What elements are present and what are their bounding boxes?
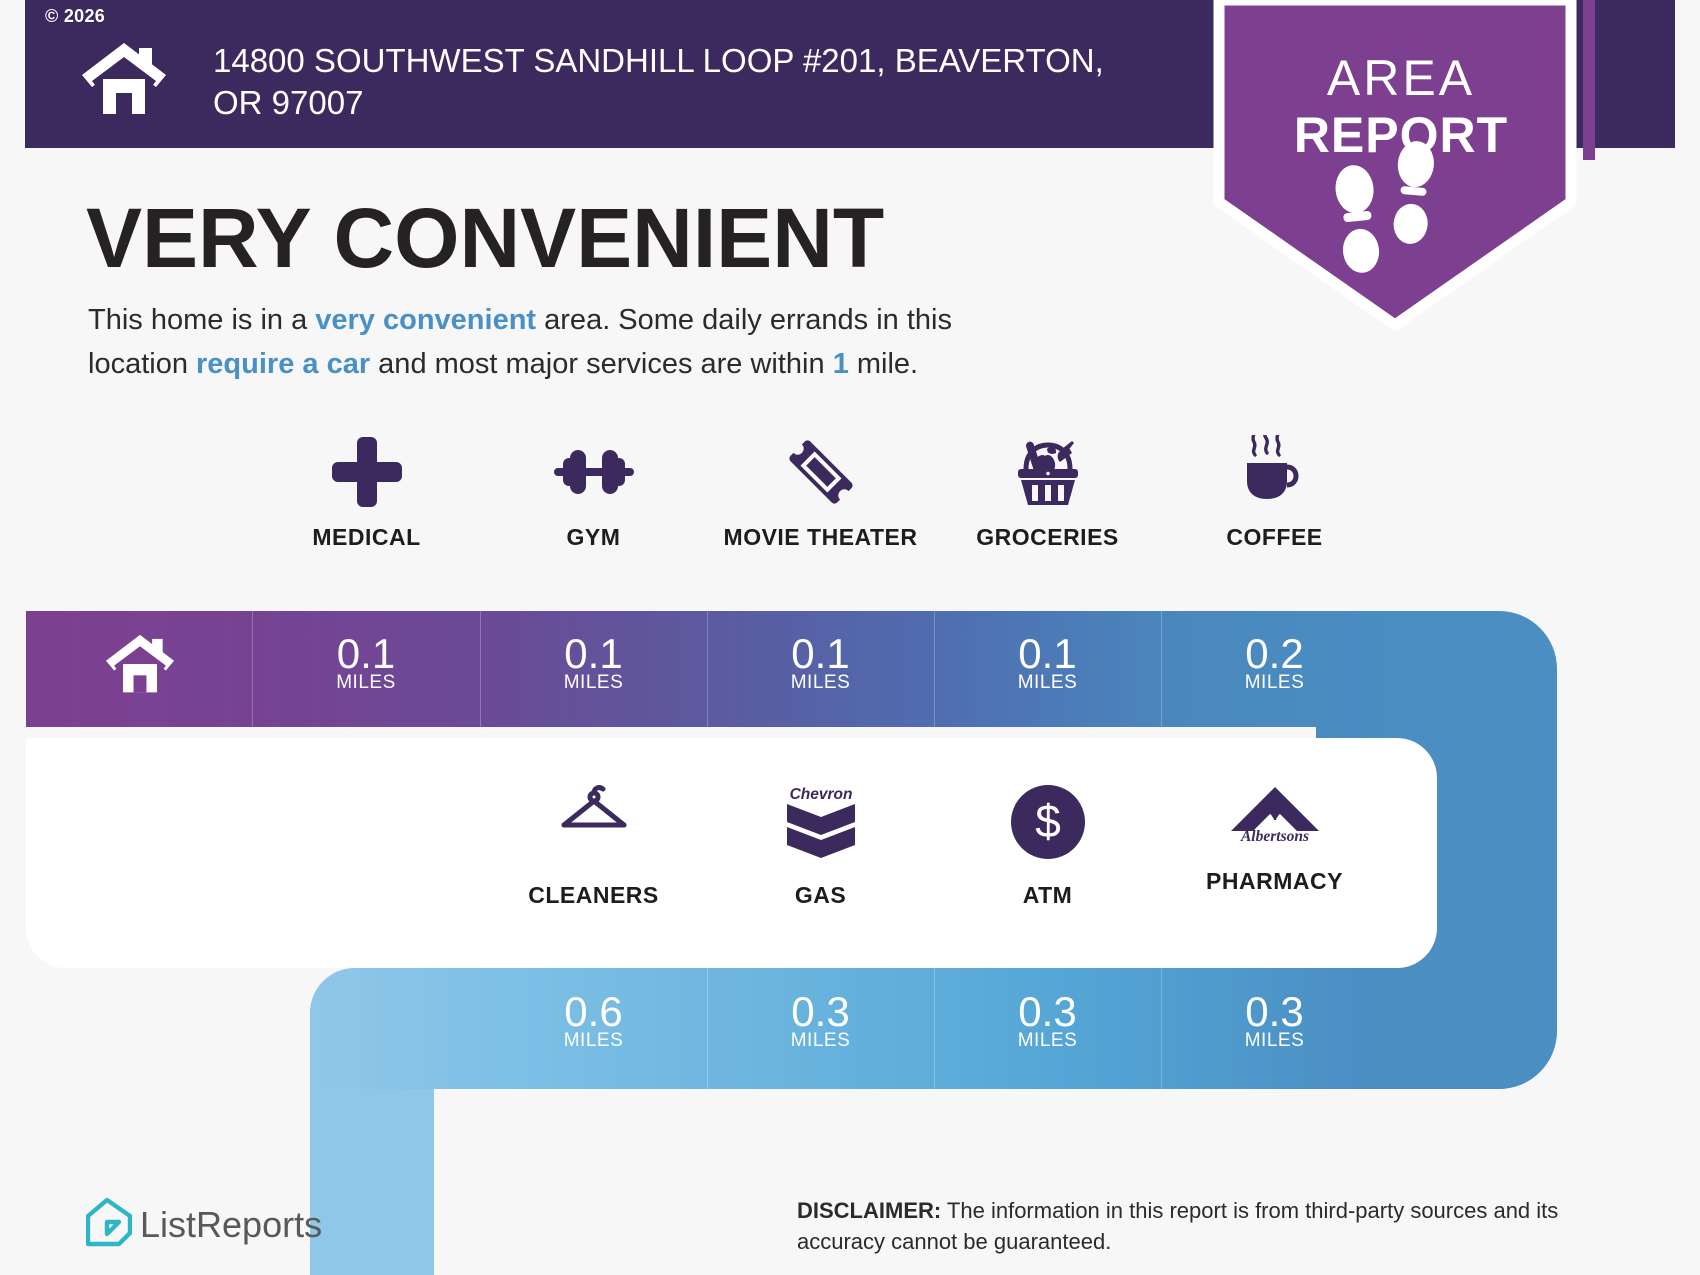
svg-text:Albertsons: Albertsons: [1239, 828, 1308, 843]
svg-text:Chevron: Chevron: [789, 786, 852, 803]
svg-text:$: $: [1035, 795, 1061, 847]
svg-text:AREA: AREA: [1327, 50, 1475, 106]
